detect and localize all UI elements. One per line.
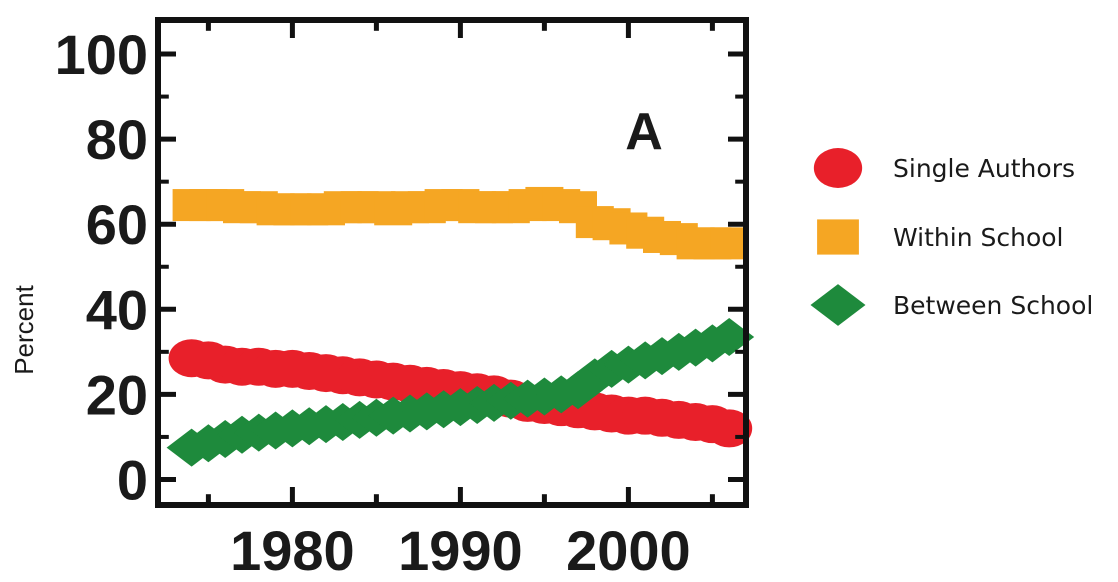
- x-tick-label: 1990: [398, 519, 523, 582]
- y-tick-label: 80: [86, 108, 148, 171]
- y-axis-label: Percent: [9, 284, 39, 374]
- legend-marker: [817, 219, 859, 255]
- legend-item: Between School: [810, 284, 1093, 326]
- legend-marker: [813, 148, 863, 188]
- legend-label: Between School: [893, 291, 1093, 320]
- panel-label: A: [625, 103, 663, 161]
- legend: Single Authors Within School Between Schoo…: [810, 148, 1093, 326]
- data-point: [710, 227, 749, 260]
- data-marks: [166, 186, 755, 467]
- legend-label: Within School: [893, 223, 1064, 252]
- y-tick-label: 20: [86, 363, 148, 426]
- series-1: [172, 186, 749, 260]
- legend-item: Single Authors: [813, 148, 1075, 188]
- legend-marker: [810, 284, 866, 326]
- y-tick-label: 0: [117, 448, 148, 511]
- y-tick-label: 40: [86, 278, 148, 341]
- x-tick-label: 2000: [566, 519, 691, 582]
- y-tick-label: 60: [86, 193, 148, 256]
- axis-tick-labels: 0 20 40 60 80 100 1980 1990 2000: [55, 23, 691, 582]
- axis-ticks: [158, 20, 746, 505]
- plot-frame: [155, 17, 749, 508]
- y-tick-label: 100: [55, 23, 148, 86]
- x-tick-label: 1980: [230, 519, 355, 582]
- data-point: [704, 317, 755, 356]
- legend-item: Within School: [817, 219, 1064, 255]
- series-2: [166, 317, 755, 467]
- legend-label: Single Authors: [893, 154, 1075, 183]
